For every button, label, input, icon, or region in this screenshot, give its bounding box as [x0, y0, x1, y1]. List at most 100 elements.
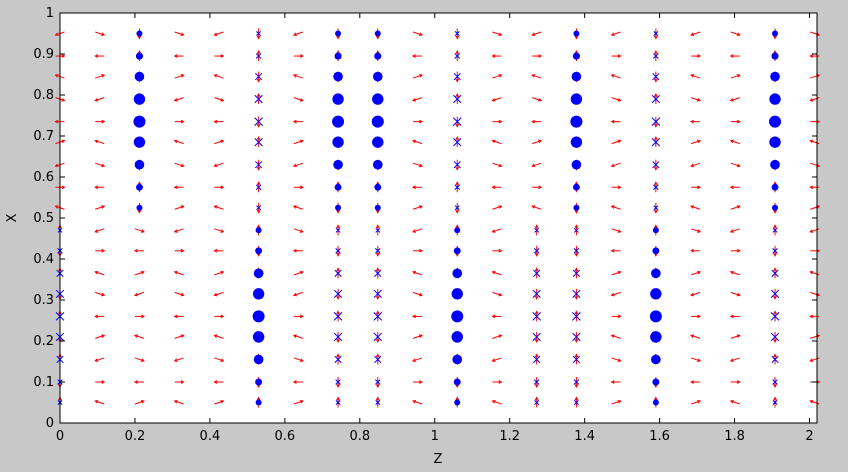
- y-tick-label: 0.7: [33, 129, 54, 144]
- arrow-head: [455, 50, 460, 54]
- arrow-head: [534, 396, 539, 401]
- arrow-head: [213, 32, 218, 37]
- arrow-shaft: [293, 97, 304, 102]
- circle-marker: [769, 115, 782, 128]
- arrow-head: [690, 32, 695, 37]
- arrow-shaft: [214, 97, 224, 102]
- circle-marker: [133, 115, 146, 128]
- arrow-shaft: [690, 97, 701, 102]
- arrow-head: [101, 248, 106, 253]
- arrow-head: [729, 98, 734, 102]
- arrow-head: [736, 248, 741, 253]
- cross-marker: [572, 269, 581, 277]
- arrow-shaft: [174, 291, 184, 296]
- cross-marker: [255, 161, 263, 169]
- small-circle-marker: [654, 228, 658, 232]
- arrow-head: [617, 314, 622, 319]
- y-tick-label: 0.8: [33, 88, 54, 103]
- arrow-head: [418, 32, 424, 37]
- arrow-head: [180, 248, 185, 253]
- arrow-head: [653, 93, 658, 97]
- cross-marker: [572, 289, 581, 298]
- cross-marker: [771, 269, 779, 277]
- circle-marker: [134, 159, 145, 170]
- arrow-head: [94, 229, 99, 233]
- arrow-head: [809, 185, 814, 190]
- arrow-head: [729, 229, 734, 233]
- small-circle-marker: [455, 228, 459, 232]
- arrow-head: [773, 267, 777, 272]
- arrow-head: [455, 35, 460, 40]
- arrow-head: [455, 78, 460, 83]
- arrow-head: [256, 209, 261, 214]
- arrow-head: [498, 74, 503, 78]
- circle-marker: [650, 331, 662, 343]
- circle-marker: [371, 115, 384, 128]
- arrow-head: [736, 292, 741, 297]
- arrow-head: [729, 54, 734, 58]
- circle-marker: [573, 30, 580, 37]
- arrow-shaft: [214, 400, 224, 405]
- arrow-head: [690, 74, 695, 78]
- arrow-head: [336, 252, 340, 257]
- arrow-head: [690, 292, 695, 297]
- arrow-head: [531, 205, 536, 209]
- arrow-shaft: [412, 271, 423, 276]
- arrow-head: [491, 270, 496, 275]
- arrow-head: [534, 384, 539, 389]
- arrow-head: [412, 358, 417, 362]
- x-axis-ticks: 0 0.2 0.4 0.6 0.8 1 1.2 1.4 1.6 1.8 2: [56, 13, 814, 444]
- circle-marker: [572, 52, 580, 60]
- cross-marker: [653, 205, 659, 211]
- arrow-head: [173, 139, 178, 144]
- arrow-head: [531, 119, 536, 124]
- arrow-head: [697, 139, 702, 144]
- arrow-head: [455, 209, 460, 214]
- arrow-head: [809, 399, 814, 404]
- arrow-head: [419, 248, 424, 253]
- y-tick-label: 0.5: [33, 211, 54, 226]
- arrow-head: [299, 185, 304, 190]
- arrow-head: [292, 248, 297, 253]
- arrow-head: [292, 74, 297, 78]
- x-axis-label: Z: [434, 452, 443, 467]
- arrow-head: [292, 380, 297, 384]
- arrow-head: [256, 136, 261, 141]
- circle-marker: [452, 354, 463, 365]
- arrow-shaft: [293, 162, 304, 167]
- arrow-shaft: [293, 31, 304, 36]
- arrow-head: [574, 252, 579, 257]
- arrow-head: [534, 295, 539, 300]
- cross-marker: [373, 289, 382, 298]
- circle-marker: [374, 183, 382, 191]
- arrow-shaft: [492, 205, 502, 210]
- arrow-head: [140, 399, 145, 404]
- cross-marker: [375, 248, 381, 254]
- arrow-head: [213, 163, 218, 168]
- arrow-head: [256, 396, 261, 401]
- arrow-shaft: [730, 271, 740, 276]
- arrow-head: [173, 358, 178, 362]
- circle-marker: [134, 71, 145, 82]
- circle-marker: [333, 159, 343, 170]
- arrow-shaft: [95, 31, 105, 36]
- cross-marker: [651, 117, 661, 127]
- arrow-shaft: [611, 97, 621, 102]
- arrow-shaft: [174, 140, 184, 145]
- arrow-head: [412, 139, 417, 144]
- arrow-shaft: [810, 334, 820, 339]
- arrow-head: [375, 384, 380, 389]
- arrow-head: [94, 98, 99, 102]
- small-circle-marker: [574, 206, 579, 210]
- arrow-head: [617, 358, 622, 362]
- arrow-head: [101, 205, 106, 209]
- arrow-shaft: [95, 205, 105, 210]
- arrow-head: [418, 74, 424, 78]
- arrow-head: [418, 334, 424, 338]
- cross-marker: [453, 94, 462, 104]
- arrow-head: [773, 339, 777, 343]
- cross-marker: [651, 94, 661, 104]
- arrow-head: [809, 358, 814, 362]
- arrow-shaft: [174, 31, 184, 36]
- arrow-shaft: [611, 271, 621, 276]
